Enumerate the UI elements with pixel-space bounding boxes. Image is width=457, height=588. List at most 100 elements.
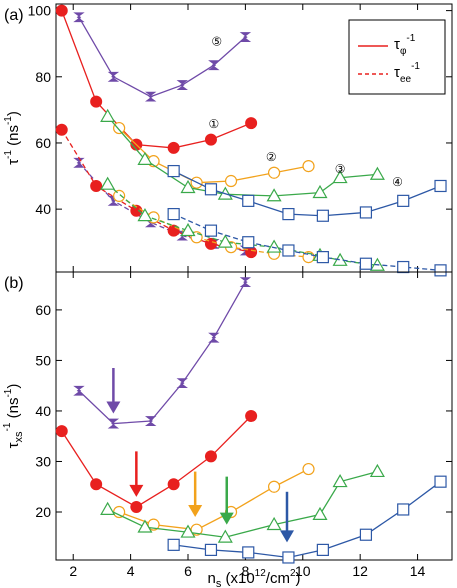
series-line [78,281,246,425]
data-point-green [369,463,385,478]
marker-shape [359,528,373,541]
x-label-main: n [207,570,215,587]
marker-shape [359,257,373,270]
series-red-dashed [55,123,258,259]
marker-shape [73,385,85,396]
marker-shape [369,166,385,180]
series-line [61,129,252,253]
marker-shape [302,160,315,173]
arrow-head [129,484,144,497]
y-tick-label: 80 [35,69,51,85]
marker-shape [167,164,180,178]
series-line [78,162,246,252]
y-label-close: ) [5,384,22,389]
marker-shape [167,207,180,221]
series-line [61,10,252,149]
marker-shape [90,179,103,192]
data-point-blue [316,543,329,556]
x-tick-label: 4 [127,563,135,579]
marker-shape [332,169,348,184]
data-point-purple [73,157,85,168]
data-point-orange [267,480,281,493]
marker-shape [204,450,217,463]
y-label-main: τ [5,159,22,165]
marker-shape [434,179,447,193]
y-label-units-sup: -1 [3,388,14,397]
x-label-end: /cm [266,570,290,587]
marker-shape [282,551,295,564]
y-tick-label: 60 [35,135,51,151]
data-point-blue [242,236,255,249]
marker-shape [55,4,68,17]
marker-shape [204,543,218,556]
legend-main: τ [394,36,400,53]
series-purple-solid [73,12,252,102]
marker-shape [369,463,385,478]
x-tick-label: 12 [352,563,368,579]
marker-shape [100,108,116,122]
marker-shape [180,524,196,538]
data-point-blue [434,475,447,488]
data-point-green [217,234,233,248]
data-point-blue [282,244,295,257]
x-label-sup: 12 [255,568,267,579]
data-point-green [266,188,282,202]
data-point-purple [107,71,120,82]
data-point-blue [242,194,255,207]
data-point-blue [204,183,218,196]
marker-shape [217,234,233,248]
series-red-solid [55,4,258,154]
series-line [78,16,246,98]
data-point-orange [267,166,281,179]
marker-shape [282,207,295,221]
series-purple-solid [73,277,252,429]
y-label-units: (ns [5,398,22,423]
data-point-red [90,95,103,108]
marker-shape [204,133,217,146]
y-tick-label: 20 [35,504,51,520]
data-point-green [266,239,282,253]
data-point-blue [359,528,373,541]
data-point-blue [434,264,447,277]
data-point-blue [397,194,410,207]
marker-shape [73,157,85,168]
series-line [173,481,441,559]
legend-sub: φ [400,46,407,57]
data-point-purple [208,60,220,71]
marker-shape [208,60,220,71]
data-point-blue [434,179,447,193]
series-orange-solid [113,121,315,189]
data-point-purple [239,277,252,288]
data-point-red [204,450,217,463]
data-point-blue [359,257,373,270]
x-axis-label: ns (x1012/cm2) [207,568,300,588]
legend-main: τ [394,64,400,81]
marker-shape [266,239,282,253]
marker-shape [180,222,196,237]
marker-shape [167,141,180,154]
marker-shape [224,174,238,188]
series-blue-solid [167,164,447,222]
marker-shape [242,194,255,207]
marker-shape [204,183,218,196]
marker-shape [316,209,329,222]
legend-label-dashed: τee -1 [394,61,420,85]
min-arrow-purple [106,368,121,414]
marker-shape [242,546,255,559]
marker-shape [73,12,85,23]
marker-shape [55,123,68,136]
plot-frame [55,271,453,561]
y-label-close: ) [5,111,22,116]
marker-shape [312,184,328,199]
data-point-green [180,524,196,538]
y-label-sub: xs [13,431,25,443]
curve-number-label: ② [266,150,277,164]
y-axis-label: τxs-1 (ns-1) [2,384,25,449]
data-point-red [90,478,103,491]
marker-shape [137,151,153,165]
data-point-purple [176,378,188,389]
data-point-purple [239,32,252,42]
